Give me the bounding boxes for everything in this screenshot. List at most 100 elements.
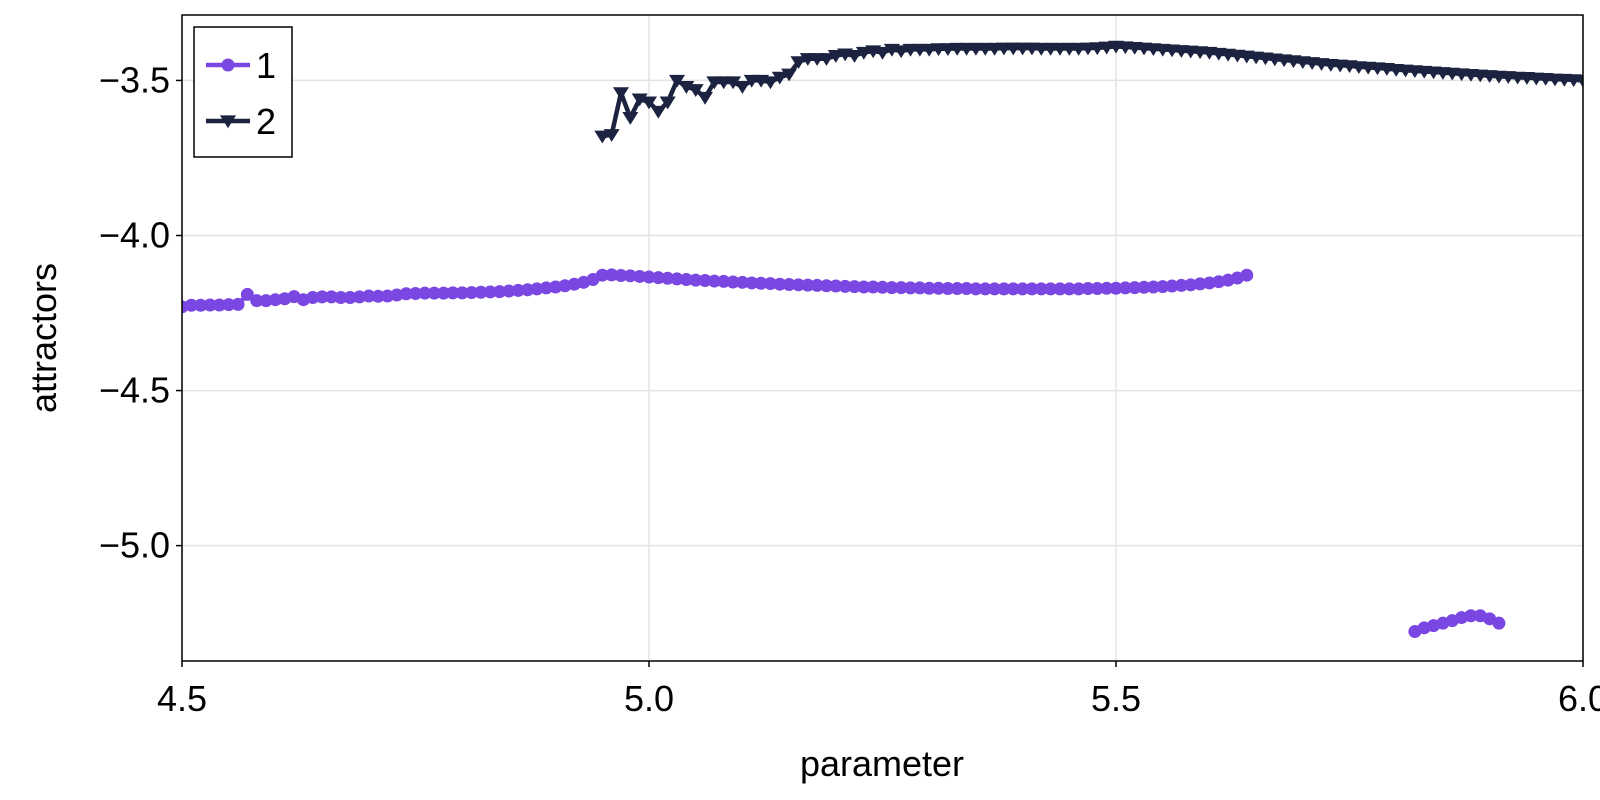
marker	[1062, 282, 1076, 296]
marker	[1100, 281, 1114, 295]
marker	[866, 280, 880, 294]
marker	[483, 285, 497, 299]
marker	[437, 286, 451, 300]
marker	[184, 298, 198, 312]
marker	[726, 275, 740, 289]
marker	[474, 285, 488, 299]
marker	[773, 277, 787, 291]
marker	[633, 269, 647, 283]
marker	[1025, 282, 1039, 296]
marker	[997, 282, 1011, 296]
marker	[762, 76, 779, 90]
y-axis-label: attractors	[23, 263, 64, 413]
marker	[1090, 282, 1104, 296]
marker	[605, 268, 619, 282]
marker	[894, 281, 908, 295]
marker	[650, 105, 667, 119]
marker	[595, 268, 609, 282]
x-tick-label: 5.0	[624, 678, 674, 719]
marker	[707, 274, 721, 288]
x-tick-label: 5.5	[1091, 678, 1141, 719]
marker	[846, 50, 863, 63]
marker	[669, 74, 686, 88]
marker	[324, 290, 338, 304]
marker	[493, 285, 507, 299]
marker	[790, 56, 807, 70]
marker	[399, 287, 413, 301]
marker	[623, 269, 637, 283]
marker	[697, 91, 714, 105]
marker	[969, 282, 983, 296]
marker	[922, 281, 936, 295]
marker	[511, 283, 525, 297]
marker	[259, 294, 273, 308]
marker	[418, 286, 432, 300]
marker	[1072, 282, 1086, 296]
marker	[932, 281, 946, 295]
legend-box	[193, 26, 293, 158]
marker	[380, 289, 394, 303]
marker	[1184, 278, 1198, 292]
marker	[941, 282, 955, 296]
marker	[642, 270, 656, 284]
marker	[612, 87, 629, 101]
marker	[1165, 279, 1179, 293]
marker	[446, 286, 460, 300]
marker	[885, 281, 899, 295]
marker	[659, 96, 676, 110]
marker	[698, 273, 712, 287]
marker	[745, 276, 759, 290]
marker	[1016, 282, 1030, 296]
marker	[904, 281, 918, 295]
marker	[221, 58, 235, 72]
marker	[829, 279, 843, 293]
marker	[754, 276, 768, 290]
marker	[352, 290, 366, 304]
marker	[988, 282, 1002, 296]
marker	[603, 129, 620, 142]
marker	[220, 115, 236, 129]
marker	[343, 291, 357, 305]
marker	[717, 274, 731, 288]
marker	[847, 280, 861, 294]
marker	[502, 284, 516, 298]
marker	[857, 280, 871, 294]
marker	[231, 297, 245, 311]
marker	[194, 298, 208, 312]
marker	[763, 277, 777, 291]
marker	[1146, 280, 1160, 294]
marker	[855, 46, 872, 60]
marker	[334, 291, 348, 305]
legend-label: 2	[256, 101, 276, 142]
y-tick-label: −4.0	[99, 215, 170, 256]
plot-frame	[181, 14, 1584, 662]
marker	[819, 279, 833, 293]
marker	[874, 46, 891, 60]
y-tick-label: −5.0	[99, 525, 170, 566]
marker	[893, 45, 910, 59]
marker	[1464, 609, 1478, 623]
marker	[771, 71, 788, 85]
marker	[427, 286, 441, 300]
marker	[521, 283, 535, 297]
series-line	[182, 272, 1500, 634]
series-line	[601, 44, 1583, 139]
marker	[781, 68, 798, 82]
marker	[455, 286, 469, 300]
marker	[978, 282, 992, 296]
marker	[539, 281, 553, 295]
plot-area	[182, 40, 1583, 639]
marker	[1081, 282, 1095, 296]
y-tick-label: −4.5	[99, 370, 170, 411]
marker	[362, 289, 376, 303]
marker	[735, 275, 749, 289]
marker	[1193, 277, 1207, 291]
marker	[203, 298, 217, 312]
marker	[409, 286, 422, 300]
x-axis-label: parameter	[800, 743, 964, 784]
marker	[913, 281, 927, 295]
marker	[679, 273, 693, 287]
marker	[734, 81, 751, 94]
marker	[1053, 282, 1067, 296]
